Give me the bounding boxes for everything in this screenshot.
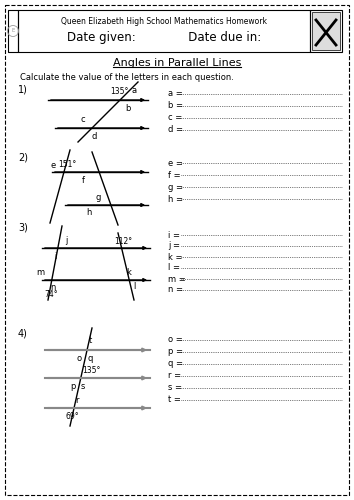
Text: 135°: 135° [82,366,101,375]
Text: 69°: 69° [66,412,80,421]
Text: t =: t = [168,396,181,404]
Text: h =: h = [168,194,183,203]
Text: n: n [50,283,55,292]
Text: r: r [75,396,79,405]
Text: r =: r = [168,372,181,380]
Text: o: o [77,354,82,363]
Text: 3): 3) [18,223,28,233]
Text: t: t [89,336,92,345]
Text: k =: k = [168,252,183,262]
Text: g =: g = [168,182,183,192]
Text: 112°: 112° [114,237,132,246]
Text: Angles in Parallel Lines: Angles in Parallel Lines [113,58,241,68]
Text: p: p [71,382,76,391]
Text: 2): 2) [18,153,28,163]
Text: j =: j = [168,242,180,250]
Text: m: m [36,268,44,277]
Text: e: e [51,161,56,170]
Text: q =: q = [168,360,183,368]
Text: a =: a = [168,90,183,98]
Text: i =: i = [168,230,180,239]
Text: i: i [55,252,57,261]
Text: o =: o = [168,336,183,344]
Text: 1): 1) [18,85,28,95]
Text: d: d [91,132,96,141]
Text: k: k [126,268,131,277]
Text: s: s [81,382,85,391]
Text: m =: m = [168,274,186,283]
Text: 4): 4) [18,328,28,338]
Text: e =: e = [168,158,183,168]
Text: g: g [96,193,101,202]
Text: l =: l = [168,264,180,272]
Text: h: h [86,208,91,217]
Text: s =: s = [168,384,182,392]
Text: q: q [87,354,92,363]
Text: 151°: 151° [58,160,76,169]
Text: a: a [131,86,136,95]
Text: d =: d = [168,126,183,134]
Text: j: j [65,236,67,245]
Text: l: l [133,282,135,291]
Text: f =: f = [168,170,181,179]
Text: Queen Elizabeth High School Mathematics Homework: Queen Elizabeth High School Mathematics … [61,18,267,26]
Text: f: f [82,176,85,185]
Text: b =: b = [168,102,183,110]
Text: 135°: 135° [110,87,129,96]
Text: Date given:              Date due in:: Date given: Date due in: [67,32,261,44]
Text: p =: p = [168,348,183,356]
Text: Calculate the value of the letters in each question.: Calculate the value of the letters in ea… [20,72,234,82]
Text: c =: c = [168,114,182,122]
Text: c: c [80,115,85,124]
Text: b: b [125,104,130,113]
Polygon shape [312,12,340,50]
Text: n =: n = [168,286,183,294]
Text: 74°: 74° [44,290,58,299]
Text: E: E [11,28,15,34]
